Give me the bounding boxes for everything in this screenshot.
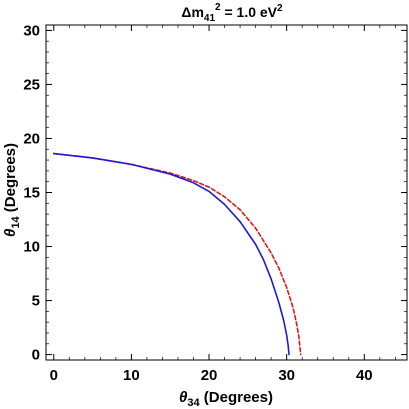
y-tick-label: 15 — [23, 185, 40, 202]
y-tick-label: 5 — [32, 293, 40, 310]
x-tick-label: 20 — [201, 367, 218, 384]
x-axis-tick-labels: 0 10 20 30 40 — [50, 367, 373, 384]
x-tick-label: 10 — [123, 367, 140, 384]
x-axis-symbol: θ — [179, 389, 188, 406]
x-tick-label: 40 — [356, 367, 373, 384]
y-tick-label: 0 — [32, 347, 40, 364]
series-group — [52, 152, 302, 356]
title-superscript: 2 — [215, 2, 221, 13]
x-axis-rest: (Degrees) — [200, 389, 273, 406]
y-axis-symbol: θ — [2, 228, 19, 237]
x-tick-label: 0 — [50, 367, 58, 384]
y-tick-label: 25 — [23, 76, 40, 93]
title-subscript: 41 — [204, 13, 216, 24]
title-rest: = 1.0 eV — [221, 4, 278, 20]
y-tick-label: 30 — [23, 22, 40, 39]
y-axis-ticks — [46, 29, 407, 356]
plot-frame — [45, 24, 408, 361]
x-tick-label: 30 — [278, 367, 295, 384]
y-axis-tick-labels: 0 5 10 15 20 25 30 — [23, 22, 40, 363]
y-axis-title: θ14 (Degrees) — [2, 143, 22, 237]
y-tick-label: 20 — [23, 130, 40, 147]
y-axis-subscript: 14 — [10, 215, 22, 228]
y-axis-rest: (Degrees) — [2, 143, 19, 216]
title-rest-superscript: 2 — [277, 3, 283, 14]
x-axis-title: θ34 (Degrees) — [179, 389, 273, 409]
chart-title: Δm412 = 1.0 eV2 — [181, 2, 283, 24]
x-axis-subscript: 34 — [187, 397, 200, 409]
title-symbol: Δm — [181, 4, 204, 20]
y-tick-label: 10 — [23, 239, 40, 256]
series-line-dashed — [52, 152, 302, 356]
x-axis-ticks — [53, 25, 396, 360]
series-line-solid — [52, 152, 290, 356]
